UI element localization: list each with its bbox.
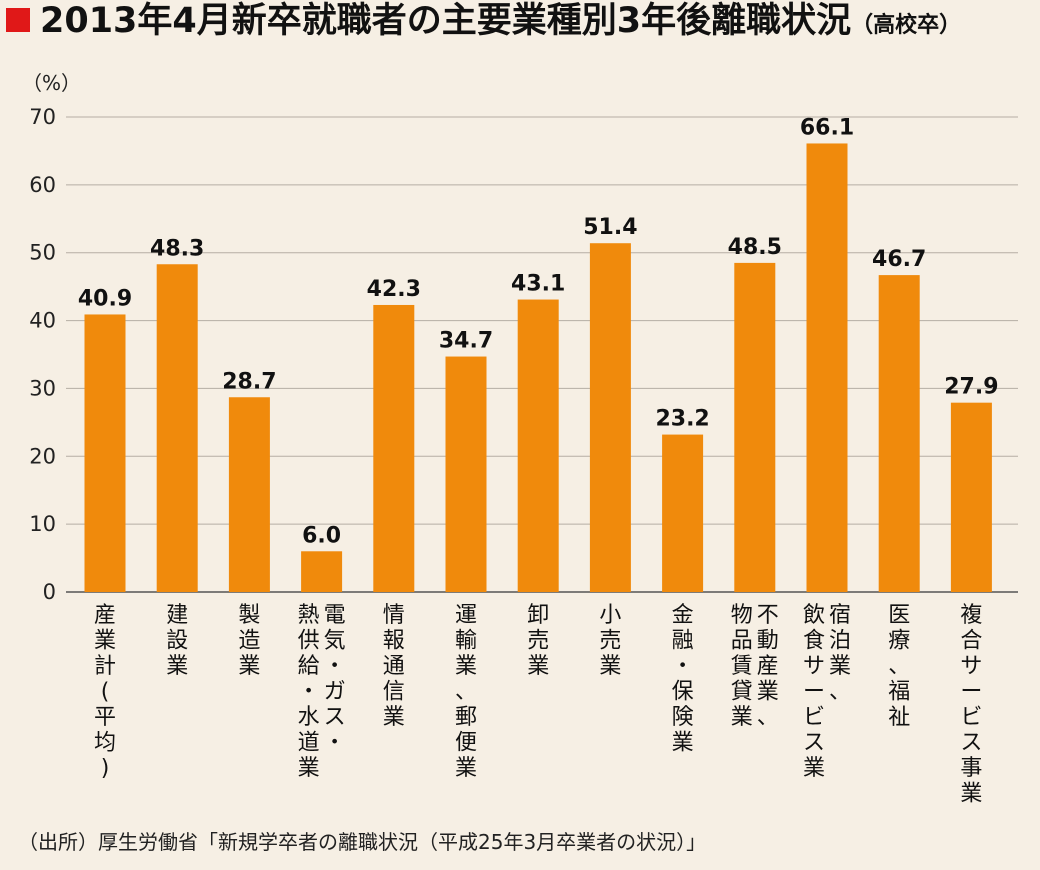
y-tick-label: 50 — [29, 241, 56, 265]
category-label: 飲食サービス業 — [803, 603, 825, 781]
category-label: 情報通信業 — [383, 603, 405, 730]
bar — [445, 356, 487, 592]
category-label: 運輸業、郵便業 — [455, 603, 477, 781]
bars — [84, 143, 992, 592]
bar — [734, 262, 776, 592]
y-tick-label: 20 — [29, 444, 56, 468]
value-labels: 40.9 48.3 28.7 6.0 42.3 34.7 43.1 51.4 23.2 48.5 6… — [78, 115, 999, 548]
bar — [517, 299, 559, 592]
value-label: 66.1 — [800, 115, 854, 140]
category-label: 金融・保険業 — [672, 603, 694, 756]
value-label: 51.4 — [583, 215, 637, 240]
bar — [228, 397, 270, 592]
category-label: 不動産業、 — [757, 603, 779, 730]
bar — [301, 551, 343, 592]
value-label: 43.1 — [511, 272, 565, 297]
value-label: 6.0 — [302, 523, 341, 548]
value-label: 42.3 — [367, 277, 421, 302]
y-tick-label: 60 — [29, 173, 56, 197]
category-label: 小売業 — [599, 603, 621, 679]
value-label: 23.2 — [655, 407, 709, 432]
value-label: 46.7 — [872, 247, 926, 272]
value-label: 34.7 — [439, 329, 493, 354]
category-label: 製造業 — [238, 603, 260, 679]
category-label: 電気・ガス・ — [324, 603, 346, 756]
category-label: 熱供給・水道業 — [298, 603, 320, 781]
value-label: 28.7 — [222, 369, 276, 394]
category-label: 複合サービス事業 — [960, 603, 982, 807]
value-label: 27.9 — [944, 375, 998, 400]
bar — [878, 275, 920, 592]
category-labels: 産業計(平均) 建設業 製造業 電気・ガス・熱供給・水道業 情報通信業 運輸業、郵便業 卸売… — [94, 603, 982, 807]
y-tick-label: 0 — [43, 580, 56, 604]
category-label: 宿泊業、 — [829, 603, 851, 705]
y-tick-label: 70 — [29, 105, 56, 129]
y-tick-label: 10 — [29, 512, 56, 536]
category-label: 産業計(平均) — [94, 603, 116, 781]
y-tick-label: 40 — [29, 309, 56, 333]
title-marker — [6, 8, 30, 32]
y-axis-unit: （%） — [22, 71, 81, 95]
source-note: （出所）厚生労働省「新規学卒者の離職状況（平成25年3月卒業者の状況）」 — [18, 830, 706, 854]
value-label: 40.9 — [78, 286, 132, 311]
y-tick-labels: 0 10 20 30 40 50 60 70 — [29, 105, 56, 604]
category-label: 建設業 — [166, 603, 188, 679]
chart-title-main: 2013年4月新卒就職者の主要業種別3年後離職状況 — [40, 1, 851, 41]
bar — [589, 243, 631, 592]
category-label: 卸売業 — [527, 603, 549, 679]
bar — [950, 402, 992, 592]
chart-title: 2013年4月新卒就職者の主要業種別3年後離職状況（高校卒） — [40, 1, 961, 41]
y-tick-label: 30 — [29, 376, 56, 400]
bar — [373, 304, 415, 592]
category-label: 物品賃貸業 — [731, 603, 753, 730]
bar — [662, 434, 704, 592]
bar — [84, 314, 126, 592]
category-label: 医療、福祉 — [888, 603, 910, 730]
chart-subtitle: （高校卒） — [851, 12, 961, 38]
value-label: 48.3 — [150, 236, 204, 261]
bar — [156, 264, 198, 592]
bar — [806, 143, 848, 592]
value-label: 48.5 — [728, 235, 782, 260]
